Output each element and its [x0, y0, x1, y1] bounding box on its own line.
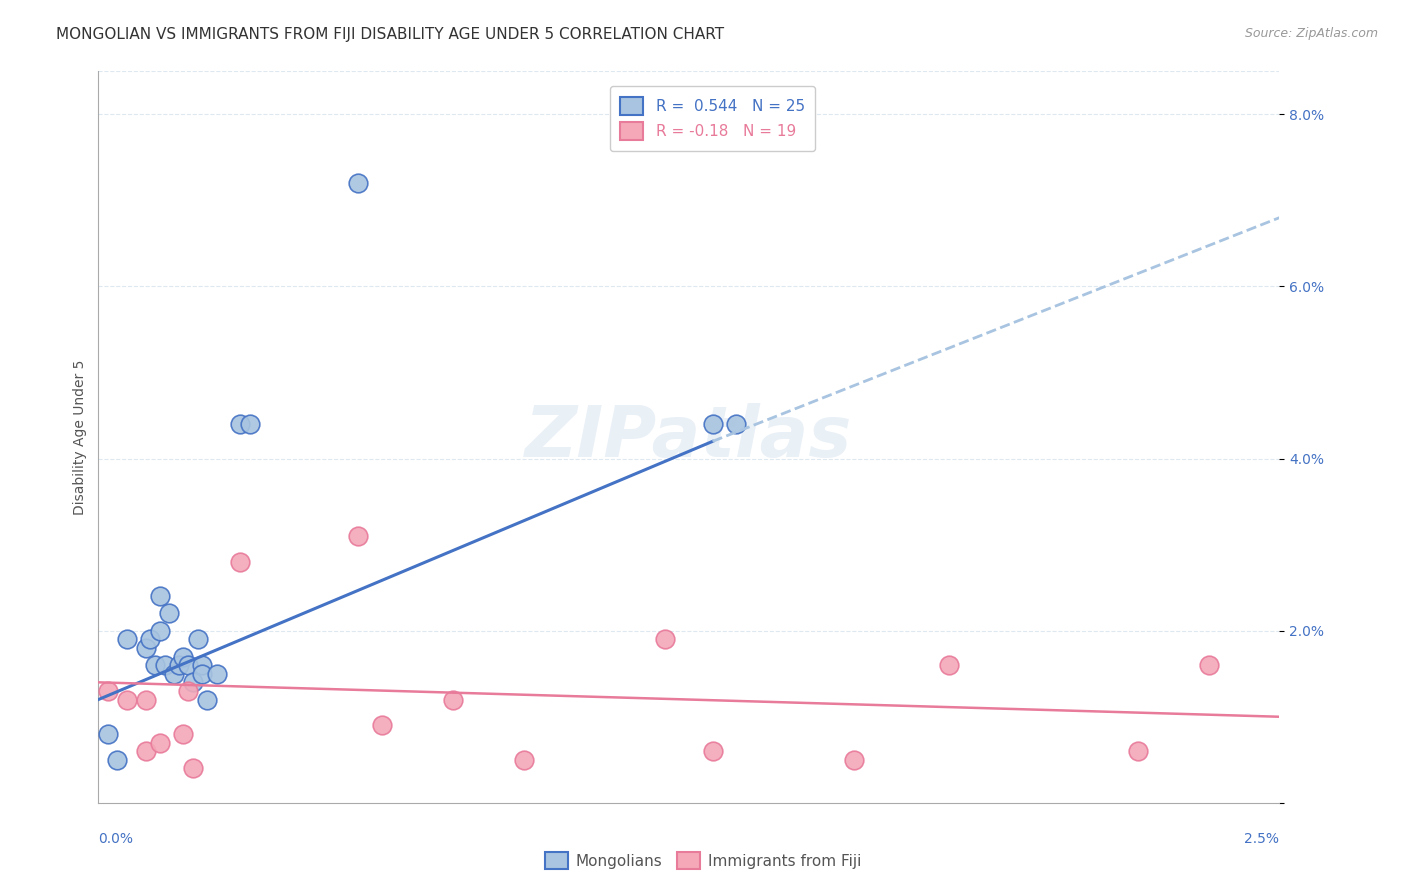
Point [512, 753, 534, 767]
Point [844, 753, 866, 767]
Point [149, 589, 172, 603]
Point [205, 666, 228, 681]
Point [135, 640, 157, 655]
Point [347, 529, 370, 543]
Point [172, 727, 194, 741]
Point [347, 176, 370, 190]
Point [195, 692, 218, 706]
Legend: R =  0.544   N = 25, R = -0.18   N = 19: R = 0.544 N = 25, R = -0.18 N = 19 [610, 87, 815, 151]
Point [191, 658, 214, 673]
Point [97, 727, 120, 741]
Point [105, 753, 128, 767]
Point [149, 624, 172, 638]
Point [441, 692, 464, 706]
Point [167, 658, 190, 673]
Point [229, 417, 252, 432]
Point [143, 658, 166, 673]
Point [702, 744, 724, 758]
Point [115, 692, 138, 706]
Point [157, 607, 180, 621]
Point [115, 632, 138, 647]
Text: MONGOLIAN VS IMMIGRANTS FROM FIJI DISABILITY AGE UNDER 5 CORRELATION CHART: MONGOLIAN VS IMMIGRANTS FROM FIJI DISABI… [56, 27, 724, 42]
Point [163, 666, 186, 681]
Point [702, 417, 724, 432]
Point [153, 658, 176, 673]
Text: 0.0%: 0.0% [98, 832, 134, 846]
Point [938, 658, 960, 673]
Point [654, 632, 676, 647]
Point [181, 761, 204, 775]
Point [149, 735, 172, 749]
Point [181, 675, 204, 690]
Point [135, 744, 157, 758]
Point [139, 632, 162, 647]
Text: 2.5%: 2.5% [1244, 832, 1279, 846]
Legend: Mongolians, Immigrants from Fiji: Mongolians, Immigrants from Fiji [538, 846, 868, 875]
Point [135, 692, 157, 706]
Point [191, 666, 214, 681]
Point [177, 658, 200, 673]
Point [177, 684, 200, 698]
Point [172, 649, 194, 664]
Point [1198, 658, 1220, 673]
Point [239, 417, 262, 432]
Point [725, 417, 748, 432]
Point [97, 684, 120, 698]
Text: ZIPatlas: ZIPatlas [526, 402, 852, 472]
Point [371, 718, 394, 732]
Text: Source: ZipAtlas.com: Source: ZipAtlas.com [1244, 27, 1378, 40]
Point [187, 632, 209, 647]
Point [229, 555, 252, 569]
Y-axis label: Disability Age Under 5: Disability Age Under 5 [73, 359, 87, 515]
Point [1126, 744, 1149, 758]
